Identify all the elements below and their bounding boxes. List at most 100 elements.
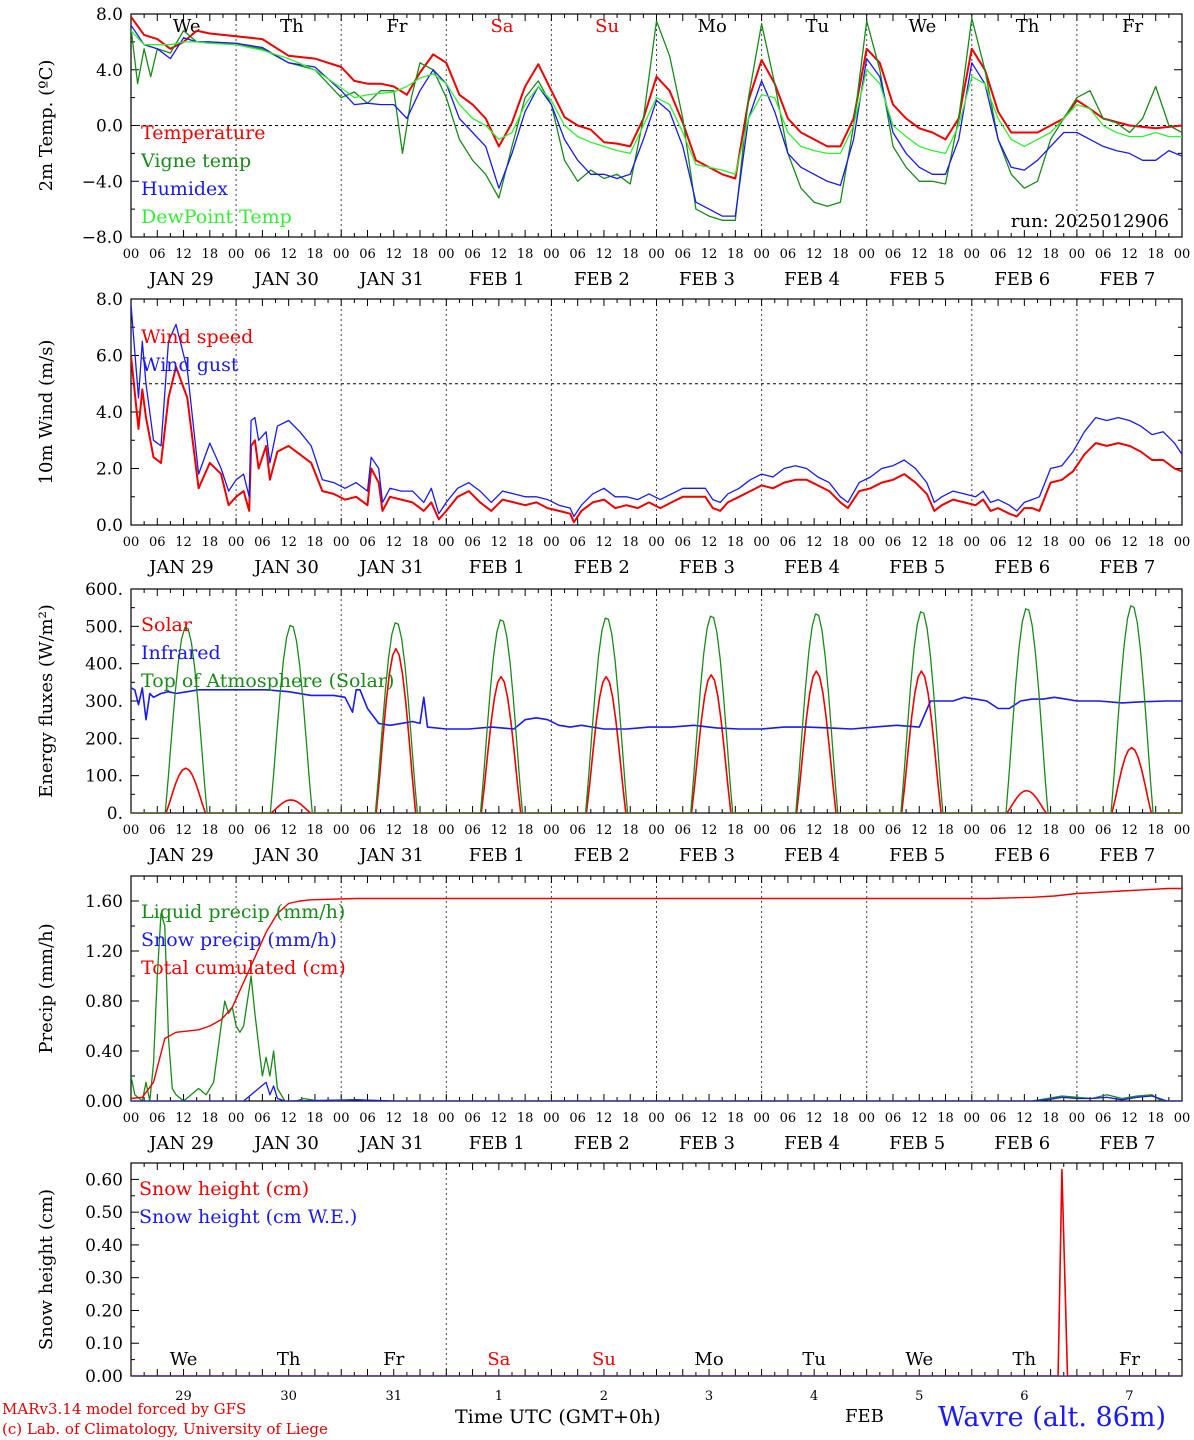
hour-tick-label: 06 bbox=[359, 535, 376, 550]
legend-entry: Humidex bbox=[141, 178, 228, 200]
hour-tick-label: 12 bbox=[1121, 1111, 1138, 1126]
plot-frame bbox=[130, 298, 1183, 526]
hour-tick-label: 06 bbox=[780, 247, 797, 262]
y-tick-label: 0.30 bbox=[85, 1269, 123, 1289]
hour-tick-label: 12 bbox=[175, 247, 192, 262]
hour-tick-label: 18 bbox=[937, 823, 954, 838]
hour-tick-label: 12 bbox=[1121, 247, 1138, 262]
y-tick-label: 500. bbox=[85, 617, 123, 637]
hour-tick-label: 06 bbox=[1095, 247, 1112, 262]
series-line-total-cumulated-cm bbox=[131, 887, 1182, 1100]
hour-tick-label: 06 bbox=[464, 247, 481, 262]
hour-tick-label: 06 bbox=[885, 247, 902, 262]
hour-tick-label: 12 bbox=[491, 823, 508, 838]
hour-tick-label: 18 bbox=[727, 1111, 744, 1126]
hour-tick-label: 00 bbox=[123, 823, 140, 838]
day-label: FEB 5 bbox=[889, 845, 945, 866]
day-number-label: 31 bbox=[385, 1389, 402, 1404]
hour-tick-label: 12 bbox=[701, 247, 718, 262]
legend-entry: Snow precip (mm/h) bbox=[141, 929, 337, 951]
panel-3: 600. 500. 400. 300. 200. 100. 0. Energy fluxes … bbox=[36, 580, 1190, 866]
day-label: FEB 7 bbox=[1099, 1133, 1155, 1154]
hour-tick-label: 12 bbox=[806, 247, 823, 262]
panel-5: 0.60 0.50 0.40 0.30 0.20 0.10 0.00 Snow height … bbox=[36, 1162, 1183, 1404]
hour-tick-label: 12 bbox=[806, 1111, 823, 1126]
y-tick-label: 1.20 bbox=[85, 942, 123, 962]
day-label: FEB 3 bbox=[679, 557, 735, 578]
hour-tick-label: 06 bbox=[675, 1111, 692, 1126]
day-number-label: 7 bbox=[1125, 1389, 1133, 1404]
hour-tick-label: 18 bbox=[307, 535, 324, 550]
hour-tick-label: 00 bbox=[228, 247, 245, 262]
hour-tick-label: 18 bbox=[517, 247, 534, 262]
hour-tick-label: 18 bbox=[412, 823, 429, 838]
hour-tick-label: 06 bbox=[1095, 1111, 1112, 1126]
day-label: JAN 31 bbox=[357, 845, 424, 866]
day-label: JAN 29 bbox=[147, 557, 214, 578]
hour-tick-label: 18 bbox=[1147, 1111, 1164, 1126]
hour-tick-label: 18 bbox=[832, 247, 849, 262]
weekday-label: Su bbox=[592, 1349, 616, 1370]
weekday-label: Fr bbox=[1119, 1349, 1140, 1370]
hour-tick-label: 00 bbox=[228, 1111, 245, 1126]
hour-tick-label: 12 bbox=[911, 535, 928, 550]
hour-tick-label: 06 bbox=[254, 823, 271, 838]
day-number-label: 3 bbox=[705, 1389, 713, 1404]
hour-tick-label: 00 bbox=[228, 823, 245, 838]
y-tick-label: 400. bbox=[85, 655, 123, 675]
day-label: FEB 7 bbox=[1099, 557, 1155, 578]
day-label: FEB 1 bbox=[469, 557, 525, 578]
hour-tick-label: 18 bbox=[1042, 823, 1059, 838]
hour-tick-label: 00 bbox=[753, 1111, 770, 1126]
hour-tick-label: 12 bbox=[1121, 823, 1138, 838]
series-line-wind-gust bbox=[131, 304, 1182, 518]
y-tick-label: 4.0 bbox=[96, 61, 123, 81]
series-line-temperature bbox=[131, 16, 1182, 180]
hour-tick-label: 00 bbox=[1174, 247, 1191, 262]
hour-tick-label: 06 bbox=[569, 1111, 586, 1126]
hour-tick-label: 18 bbox=[622, 823, 639, 838]
hour-tick-label: 06 bbox=[885, 535, 902, 550]
series-group bbox=[131, 887, 1182, 1101]
legend-entry: Top of Atmosphere (Solar) bbox=[141, 670, 394, 692]
hour-tick-label: 06 bbox=[569, 823, 586, 838]
y-tick-label: 4.0 bbox=[96, 403, 123, 423]
hour-tick-label: 18 bbox=[202, 535, 219, 550]
hour-tick-label: 18 bbox=[517, 823, 534, 838]
hour-tick-label: 12 bbox=[806, 823, 823, 838]
series-group bbox=[131, 1168, 1182, 1376]
day-label: JAN 30 bbox=[252, 845, 319, 866]
y-tick-label: 0.00 bbox=[85, 1367, 123, 1387]
hour-tick-label: 00 bbox=[648, 535, 665, 550]
hour-tick-label: 00 bbox=[438, 1111, 455, 1126]
hour-tick-label: 12 bbox=[175, 1111, 192, 1126]
hour-tick-label: 12 bbox=[596, 1111, 613, 1126]
hour-tick-label: 00 bbox=[543, 535, 560, 550]
hour-tick-label: 06 bbox=[254, 247, 271, 262]
day-label: JAN 31 bbox=[357, 269, 424, 290]
hour-tick-label: 00 bbox=[123, 247, 140, 262]
hour-tick-label: 00 bbox=[438, 247, 455, 262]
hour-tick-label: 06 bbox=[149, 823, 166, 838]
hour-tick-label: 06 bbox=[780, 535, 797, 550]
hour-tick-label: 00 bbox=[753, 823, 770, 838]
hour-tick-label: 18 bbox=[622, 247, 639, 262]
day-label: JAN 29 bbox=[147, 845, 214, 866]
series-line-solar bbox=[131, 647, 1182, 813]
hour-tick-label: 12 bbox=[175, 535, 192, 550]
day-label: FEB 1 bbox=[469, 269, 525, 290]
weekday-label: Fr bbox=[386, 16, 407, 37]
hour-tick-label: 12 bbox=[911, 1111, 928, 1126]
hour-tick-label: 00 bbox=[648, 823, 665, 838]
day-label: FEB 6 bbox=[994, 1133, 1050, 1154]
hour-tick-label: 06 bbox=[359, 247, 376, 262]
hour-tick-label: 00 bbox=[648, 247, 665, 262]
legend-entry: Wind speed bbox=[141, 326, 253, 348]
hour-tick-label: 12 bbox=[806, 535, 823, 550]
hour-tick-label: 00 bbox=[438, 535, 455, 550]
series-line-humidex bbox=[131, 24, 1182, 217]
weekday-label: Mo bbox=[698, 16, 727, 37]
hour-tick-label: 00 bbox=[964, 1111, 981, 1126]
hour-tick-label: 12 bbox=[701, 823, 718, 838]
hour-tick-label: 00 bbox=[1069, 247, 1086, 262]
